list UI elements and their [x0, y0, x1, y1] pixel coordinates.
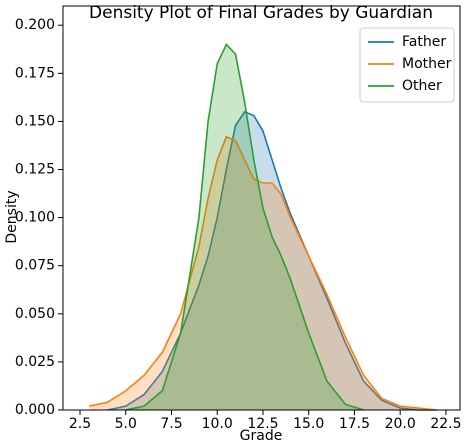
y-tick-label: 0.025 [15, 354, 55, 370]
x-tick-label: 7.5 [160, 416, 182, 432]
y-tick-label: 0.200 [15, 17, 55, 33]
legend-label: Father [402, 34, 446, 50]
x-tick-label: 20.0 [385, 416, 416, 432]
x-tick-label: 10.0 [202, 416, 233, 432]
x-tick-label: 2.5 [69, 416, 91, 432]
density-area [125, 44, 364, 410]
density-line [107, 110, 437, 411]
plot-frame [62, 5, 461, 411]
x-tick-label: 5.0 [115, 416, 137, 432]
density-area [89, 136, 437, 411]
density-line [88, 135, 437, 411]
legend-box [359, 27, 455, 103]
x-axis-label: Grade [240, 428, 283, 444]
y-tick-label: 0.150 [15, 113, 55, 129]
legend-label: Mother [402, 56, 452, 72]
y-tick-label: 0.075 [15, 258, 55, 274]
x-tick-label: 17.5 [339, 416, 370, 432]
density-area [107, 111, 437, 411]
y-tick-label: 0.100 [15, 210, 55, 226]
y-axis-label: Density [4, 190, 20, 243]
density-line [125, 43, 364, 411]
x-tick-label: 15.0 [293, 416, 324, 432]
y-tick-label: 0.175 [15, 65, 55, 81]
x-tick-label: 22.5 [430, 416, 461, 432]
y-tick-label: 0.000 [15, 402, 55, 418]
chart-title: Density Plot of Final Grades by Guardian [89, 3, 433, 23]
y-tick-label: 0.050 [15, 306, 55, 322]
x-tick-label: 12.5 [247, 416, 278, 432]
y-tick-label: 0.125 [15, 162, 55, 178]
legend-label: Other [402, 78, 442, 94]
